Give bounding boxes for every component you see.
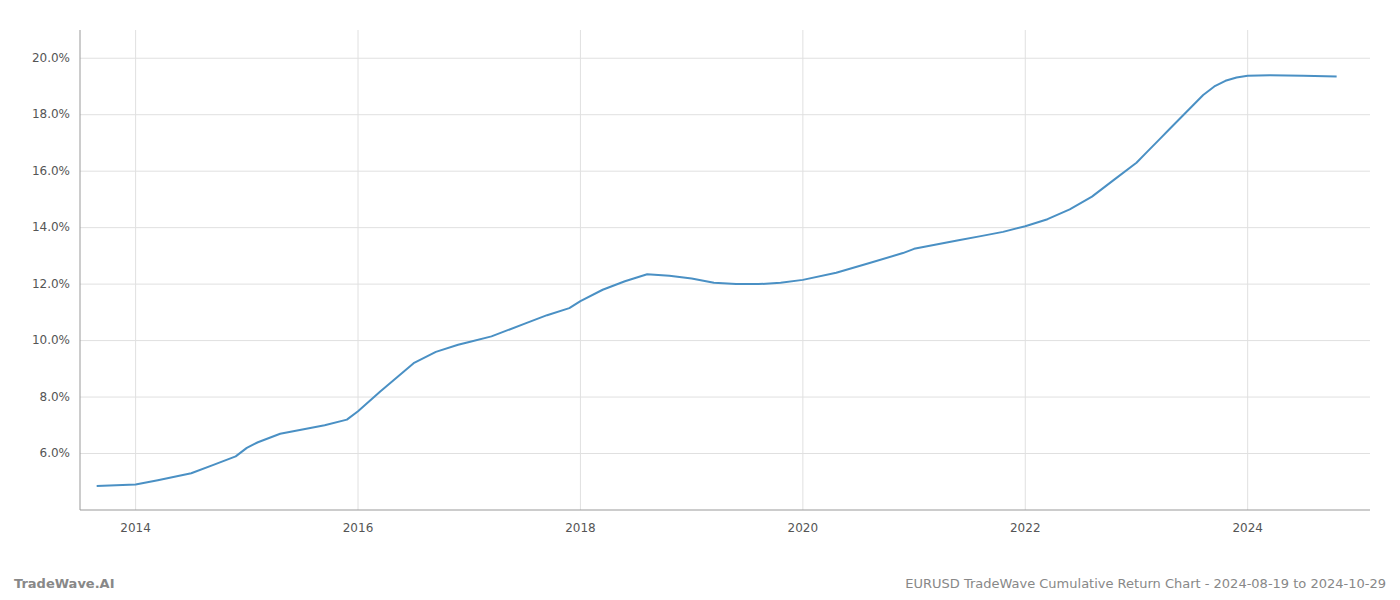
x-tick-label: 2018 [565,521,596,535]
axes: 6.0% 8.0% 10.0% 12.0% 14.0% 16.0% 18.0% 20.0% 20… [32,30,1370,535]
y-tick-label: 12.0% [32,277,70,291]
return-line [97,75,1337,486]
y-tick-label: 20.0% [32,51,70,65]
y-grid-line [80,171,1370,172]
y-grid-line [80,114,1370,115]
grid [80,30,1370,510]
x-grid-line [135,30,136,510]
y-tick-label: 14.0% [32,220,70,234]
x-grid-line [580,30,581,510]
y-grid-line [80,340,1370,341]
y-grid-line [80,453,1370,454]
y-axis-line [80,30,81,510]
y-tick-label: 8.0% [40,390,71,404]
x-axis-line [80,510,1370,511]
y-tick-label: 18.0% [32,107,70,121]
title: EURUSD TradeWave Cumulative Return Chart… [905,576,1386,591]
y-tick-label: 6.0% [40,446,71,460]
watermark: TradeWave.AI [14,576,115,591]
x-tick-label: 2014 [120,521,151,535]
x-grid-line [1247,30,1248,510]
chart: 6.0% 8.0% 10.0% 12.0% 14.0% 16.0% 18.0% 20.0% 20… [0,0,1400,600]
x-tick-label: 2024 [1232,521,1263,535]
x-grid-line [1025,30,1026,510]
plot-area [97,75,1337,486]
x-tick-label: 2020 [788,521,819,535]
x-tick-label: 2016 [343,521,374,535]
x-grid-line [802,30,803,510]
y-grid-line [80,227,1370,228]
y-grid-line [80,397,1370,398]
y-tick-label: 16.0% [32,164,70,178]
x-grid-line [358,30,359,510]
y-tick-label: 10.0% [32,333,70,347]
y-grid-line [80,58,1370,59]
page: {"chart_data": { "type": "line", "title"… [0,0,1400,600]
x-tick-label: 2022 [1010,521,1041,535]
